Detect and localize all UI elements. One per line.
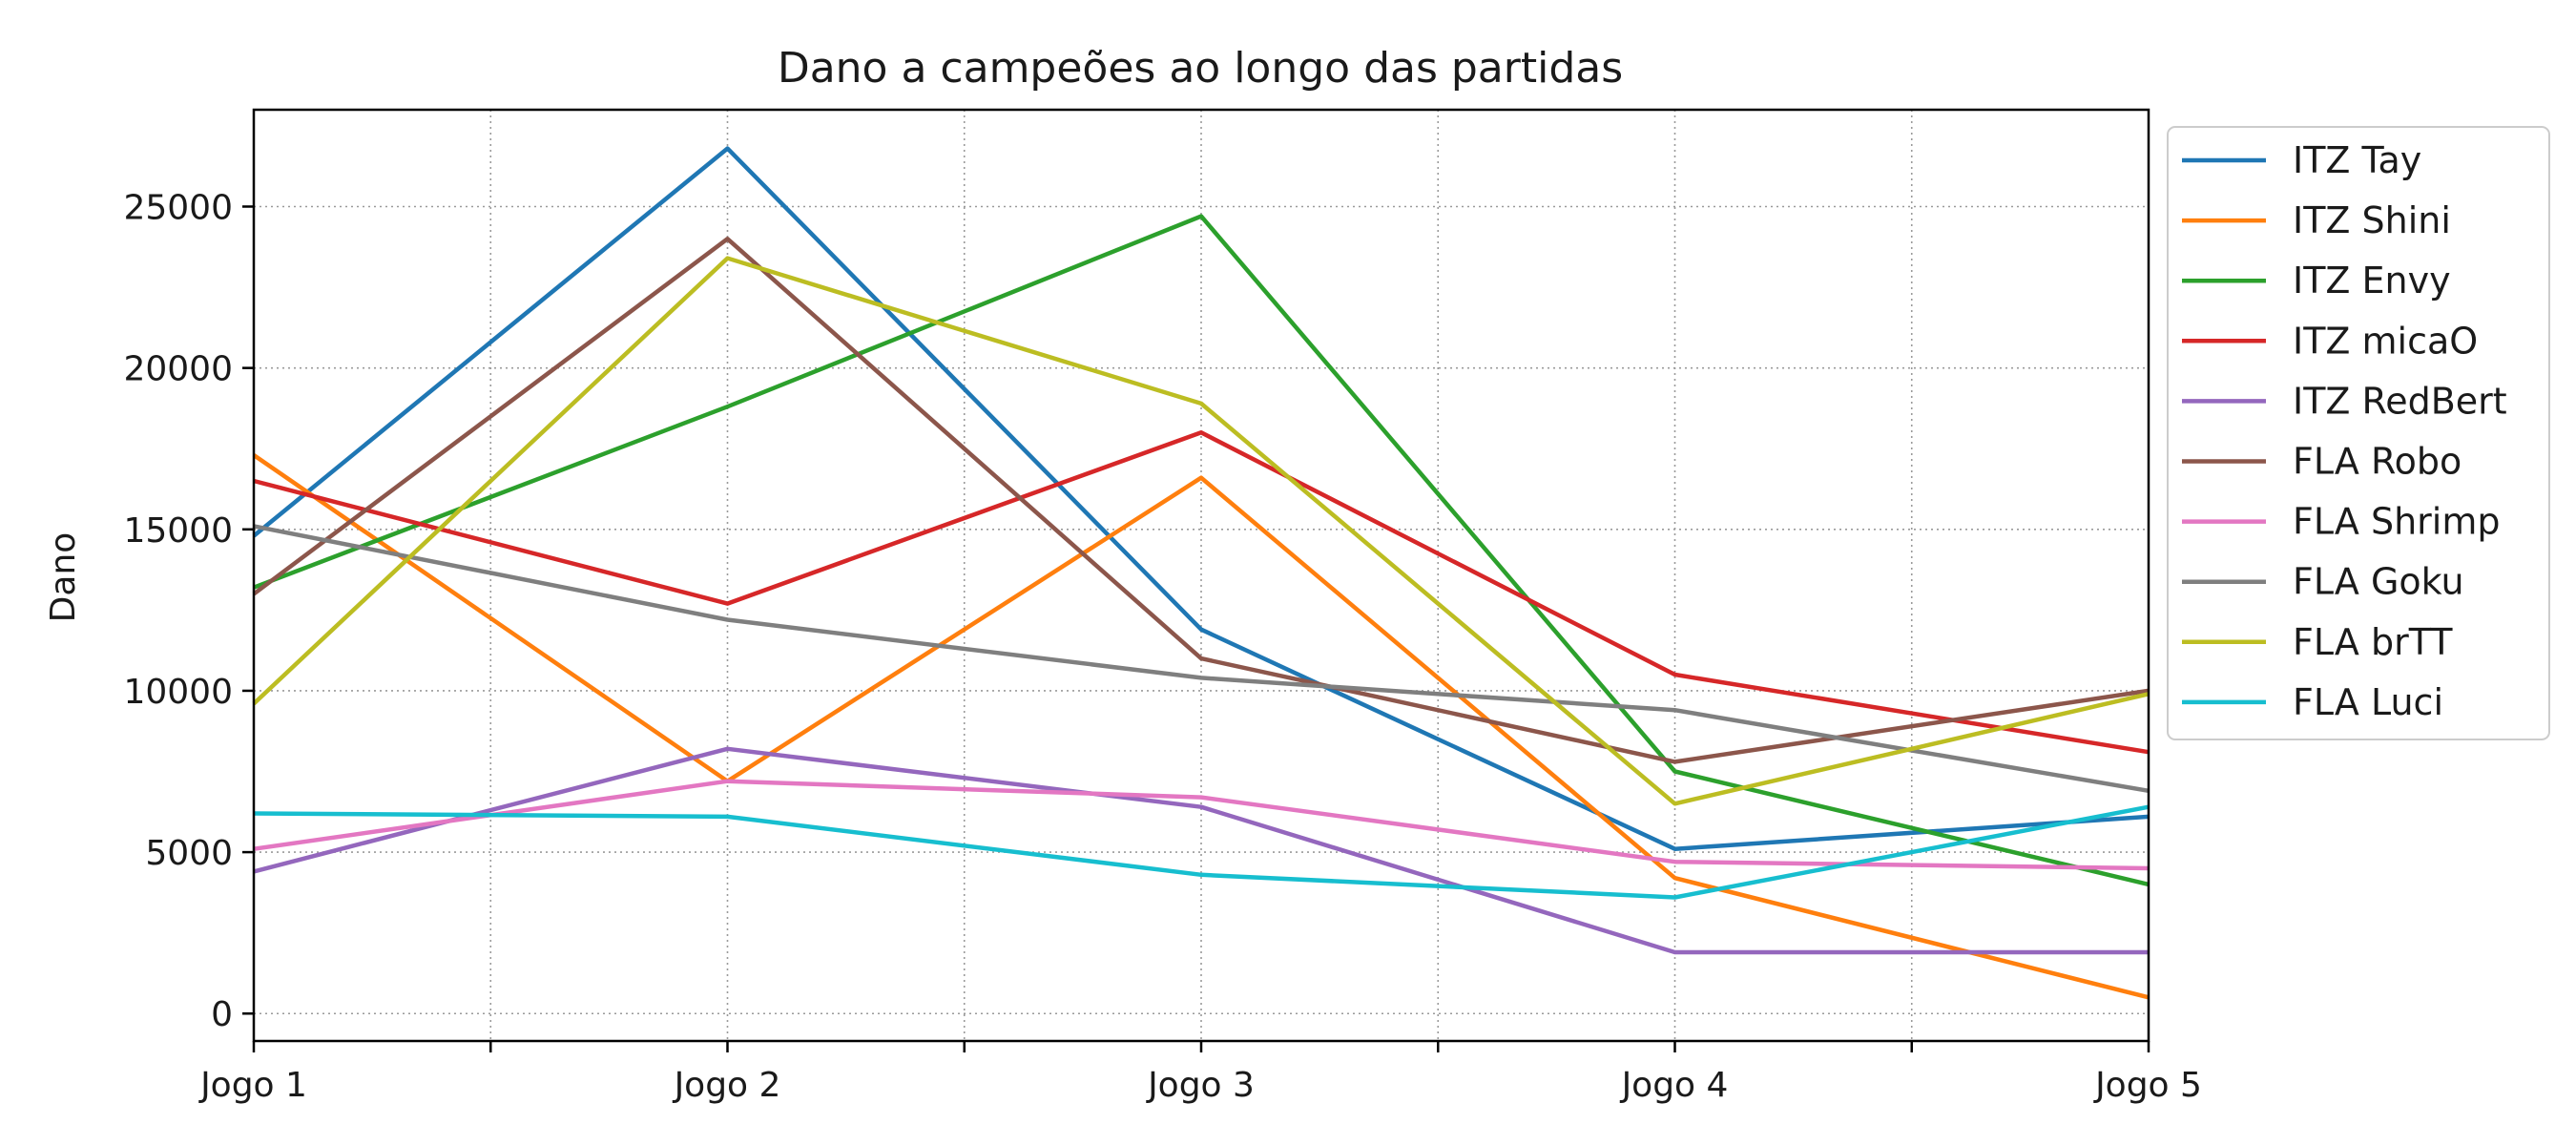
y-tick-label: 0: [211, 995, 233, 1034]
legend-label: FLA brTT: [2293, 621, 2453, 663]
x-tick-label: Jogo 5: [2093, 1066, 2202, 1105]
legend-label: FLA Luci: [2293, 681, 2443, 723]
legend: ITZ Tay ITZ Shini ITZ Envy ITZ micaO ITZ Red…: [2167, 126, 2550, 740]
legend-label: FLA Robo: [2293, 441, 2462, 483]
x-tick-label: Jogo 1: [198, 1066, 307, 1105]
legend-label: ITZ Envy: [2293, 260, 2451, 302]
series-line-itz-envy: [253, 214, 2150, 887]
y-tick-label: 15000: [123, 511, 233, 551]
y-tick-label: 10000: [123, 673, 233, 712]
series-line-itz-shini: [252, 453, 2150, 1000]
legend-label: FLA Goku: [2293, 561, 2464, 603]
y-axis-label: Dano: [44, 532, 83, 623]
series-line-fla-shrimp: [253, 779, 2150, 871]
grid: [253, 110, 2150, 1041]
series-line-itz-redbert: [253, 746, 2149, 955]
legend-label: ITZ Shini: [2293, 199, 2451, 241]
chart-title: Dano a campeões ao longo das partidas: [778, 44, 1623, 93]
legend-label: ITZ RedBert: [2293, 380, 2507, 422]
legend-label: ITZ Tay: [2293, 139, 2421, 181]
x-axis: Jogo 1 Jogo 2 Jogo 3 Jogo 4 Jogo 5: [198, 1041, 2202, 1105]
series-line-fla-brtt: [252, 256, 2150, 806]
series-line-itz-tay: [252, 146, 2150, 851]
y-axis: 0 5000 10000 15000 20000 25000: [123, 188, 254, 1034]
x-tick-label: Jogo 2: [673, 1066, 781, 1105]
y-tick-label: 20000: [123, 350, 233, 389]
legend-label: ITZ micaO: [2293, 320, 2478, 362]
x-tick-label: Jogo 3: [1146, 1066, 1255, 1105]
series-line-itz-micao: [253, 430, 2150, 755]
y-tick-label: 25000: [123, 188, 233, 227]
legend-label: FLA Shrimp: [2293, 501, 2501, 543]
y-tick-label: 5000: [145, 834, 233, 873]
series-layer: [252, 146, 2150, 1000]
series-line-fla-luci: [253, 804, 2150, 900]
x-tick-label: Jogo 4: [1620, 1066, 1729, 1105]
series-line-fla-goku: [253, 524, 2150, 794]
